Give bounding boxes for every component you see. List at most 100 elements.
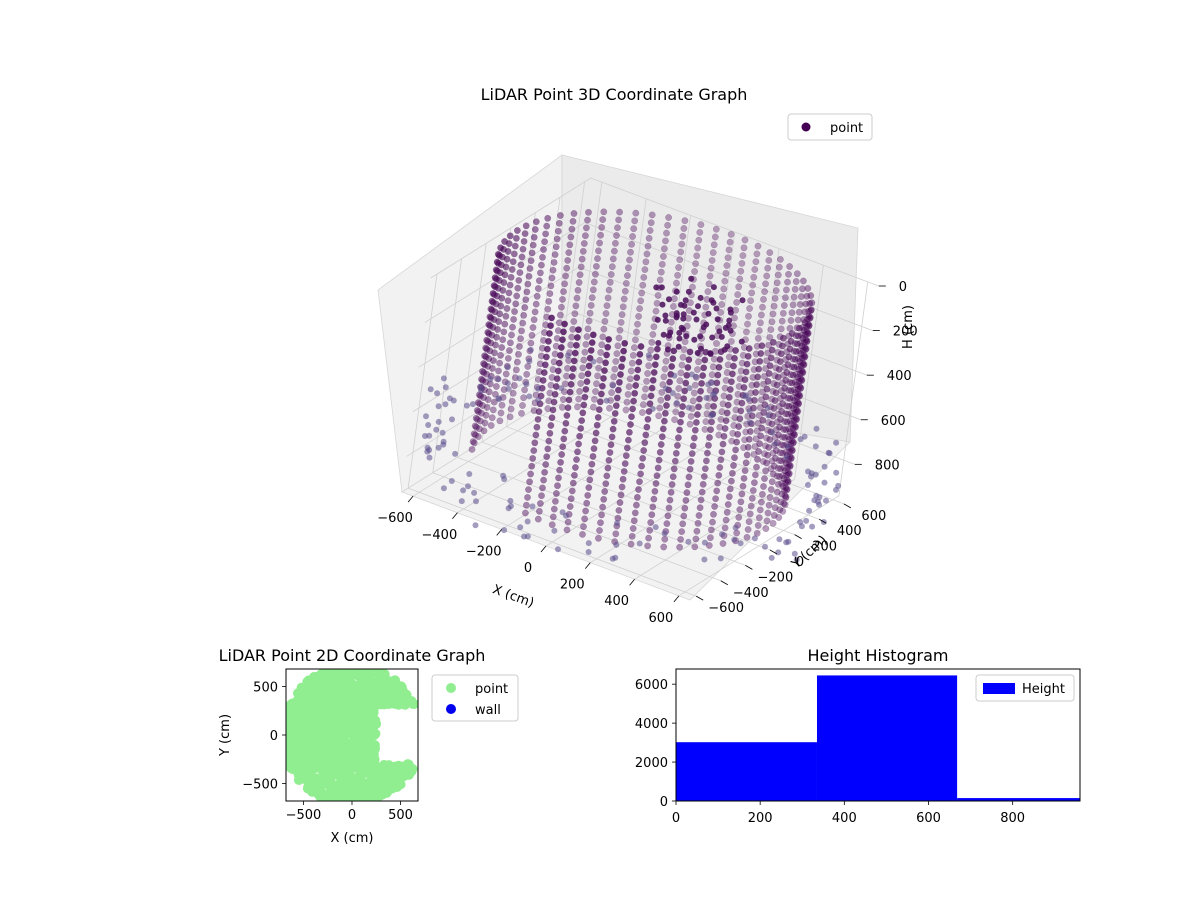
lidar-point-3d xyxy=(696,512,702,518)
lidar-point-3d xyxy=(673,409,679,415)
lidar-point-3d xyxy=(679,362,685,368)
lidar-point-3d xyxy=(545,306,551,312)
legend-2d-swatch-point xyxy=(446,683,456,693)
lidar-point-3d xyxy=(666,379,672,385)
lidar-point-3d xyxy=(486,321,492,327)
lidar-point-3d xyxy=(772,295,778,301)
lidar-point-3d xyxy=(626,429,632,435)
lidar-point-3d xyxy=(623,280,629,286)
chart-2d: LiDAR Point 2D Coordinate Graph −500 0 500… xyxy=(218,646,518,846)
lidar-point-3d xyxy=(649,385,655,391)
lidar-point-3d-outlier xyxy=(473,498,479,504)
lidar-point-3d xyxy=(718,457,724,463)
lidar-point-3d xyxy=(500,337,506,343)
lidar-point-3d xyxy=(566,397,572,403)
lidar-point-3d-outlier xyxy=(586,549,592,555)
lidar-point-3d-outlier xyxy=(526,358,532,364)
lidar-point-3d xyxy=(702,466,708,472)
lidar-point-3d xyxy=(611,374,617,380)
lidar-point-3d xyxy=(783,287,789,293)
lidar-point-3d-outlier xyxy=(436,419,442,425)
lidar-point-3d xyxy=(635,367,641,373)
lidar-point-3d xyxy=(548,283,554,289)
lidar-point-3d xyxy=(553,244,559,250)
lidar-point-3d xyxy=(702,357,708,363)
lidar-point-3d xyxy=(738,499,744,505)
lidar-point-2d xyxy=(373,766,383,776)
lidar-point-3d xyxy=(562,273,568,279)
lidar-point-3d xyxy=(593,430,599,436)
lidar-point-3d-outlier xyxy=(535,397,541,403)
lidar-point-3d xyxy=(691,435,697,441)
lidar-point-3d-interior xyxy=(683,333,689,339)
lidar-point-3d-outlier xyxy=(558,385,564,391)
lidar-point-3d xyxy=(601,367,607,373)
lidar-point-3d xyxy=(680,233,686,239)
z-tick-label-3d: 0 xyxy=(899,280,907,295)
lidar-point-3d xyxy=(623,453,629,459)
lidar-point-3d-outlier xyxy=(776,536,782,542)
lidar-point-3d xyxy=(470,438,476,444)
lidar-point-3d xyxy=(653,480,659,486)
lidar-point-3d-outlier xyxy=(752,535,758,541)
lidar-point-3d-outlier xyxy=(823,498,829,504)
lidar-point-3d xyxy=(608,271,614,277)
lidar-point-3d xyxy=(663,402,669,408)
lidar-point-3d xyxy=(719,449,725,455)
lidar-point-3d xyxy=(779,343,785,349)
lidar-point-2d xyxy=(289,714,299,724)
lidar-point-3d xyxy=(782,434,788,440)
lidar-point-3d-outlier xyxy=(551,528,557,534)
lidar-point-3d xyxy=(544,346,550,352)
lidar-point-3d xyxy=(605,295,611,301)
lidar-point-3d-outlier xyxy=(487,376,493,382)
lidar-point-3d xyxy=(554,483,560,489)
lidar-point-2d xyxy=(393,768,403,778)
lidar-point-3d xyxy=(678,370,684,376)
lidar-point-3d xyxy=(754,456,760,462)
lidar-point-2d xyxy=(364,724,374,734)
lidar-point-3d xyxy=(573,342,579,348)
lidar-point-3d xyxy=(764,386,770,392)
lidar-point-3d xyxy=(779,408,785,414)
lidar-point-3d xyxy=(669,363,675,369)
lidar-point-3d xyxy=(473,415,479,421)
lidar-point-3d xyxy=(661,544,667,550)
chart-histogram: Height Histogram 0 200 400 600 8000200040006… xyxy=(635,646,1080,826)
lidar-point-3d xyxy=(766,502,772,508)
lidar-point-3d xyxy=(642,440,648,446)
chart-3d: LiDAR Point 3D Coordinate Graph −600−400… xyxy=(377,85,917,626)
lidar-point-3d-outlier xyxy=(517,524,523,530)
lidar-point-3d xyxy=(675,264,681,270)
lidar-point-3d-outlier xyxy=(460,487,466,493)
lidar-point-3d xyxy=(628,541,634,547)
lidar-point-3d xyxy=(596,240,602,246)
lidar-point-3d xyxy=(599,504,605,510)
lidar-point-3d-outlier xyxy=(449,478,455,484)
lidar-point-3d xyxy=(700,372,706,378)
lidar-point-3d xyxy=(497,352,503,358)
lidar-point-3d xyxy=(516,343,522,349)
lidar-point-3d xyxy=(777,358,783,364)
lidar-point-3d xyxy=(610,426,616,432)
lidar-point-3d xyxy=(735,431,741,437)
lidar-point-3d xyxy=(531,234,537,240)
lidar-point-3d xyxy=(658,397,664,403)
lidar-point-3d-interior xyxy=(663,318,669,324)
lidar-point-3d-outlier xyxy=(686,405,692,411)
lidar-point-3d xyxy=(507,340,513,346)
lidar-point-3d-outlier xyxy=(436,403,442,409)
lidar-point-3d-interior xyxy=(691,337,697,343)
lidar-point-3d xyxy=(705,442,711,448)
lidar-point-3d xyxy=(580,248,586,254)
lidar-point-2d xyxy=(289,739,299,749)
lidar-point-3d xyxy=(794,271,800,277)
lidar-point-3d xyxy=(509,324,515,330)
lidar-point-3d xyxy=(690,398,696,404)
lidar-point-3d-interior xyxy=(676,330,682,336)
lidar-point-3d xyxy=(525,363,531,369)
lidar-point-3d xyxy=(730,363,736,369)
lidar-point-3d xyxy=(613,531,619,537)
lidar-point-3d xyxy=(598,349,604,355)
lidar-point-3d xyxy=(569,488,575,494)
